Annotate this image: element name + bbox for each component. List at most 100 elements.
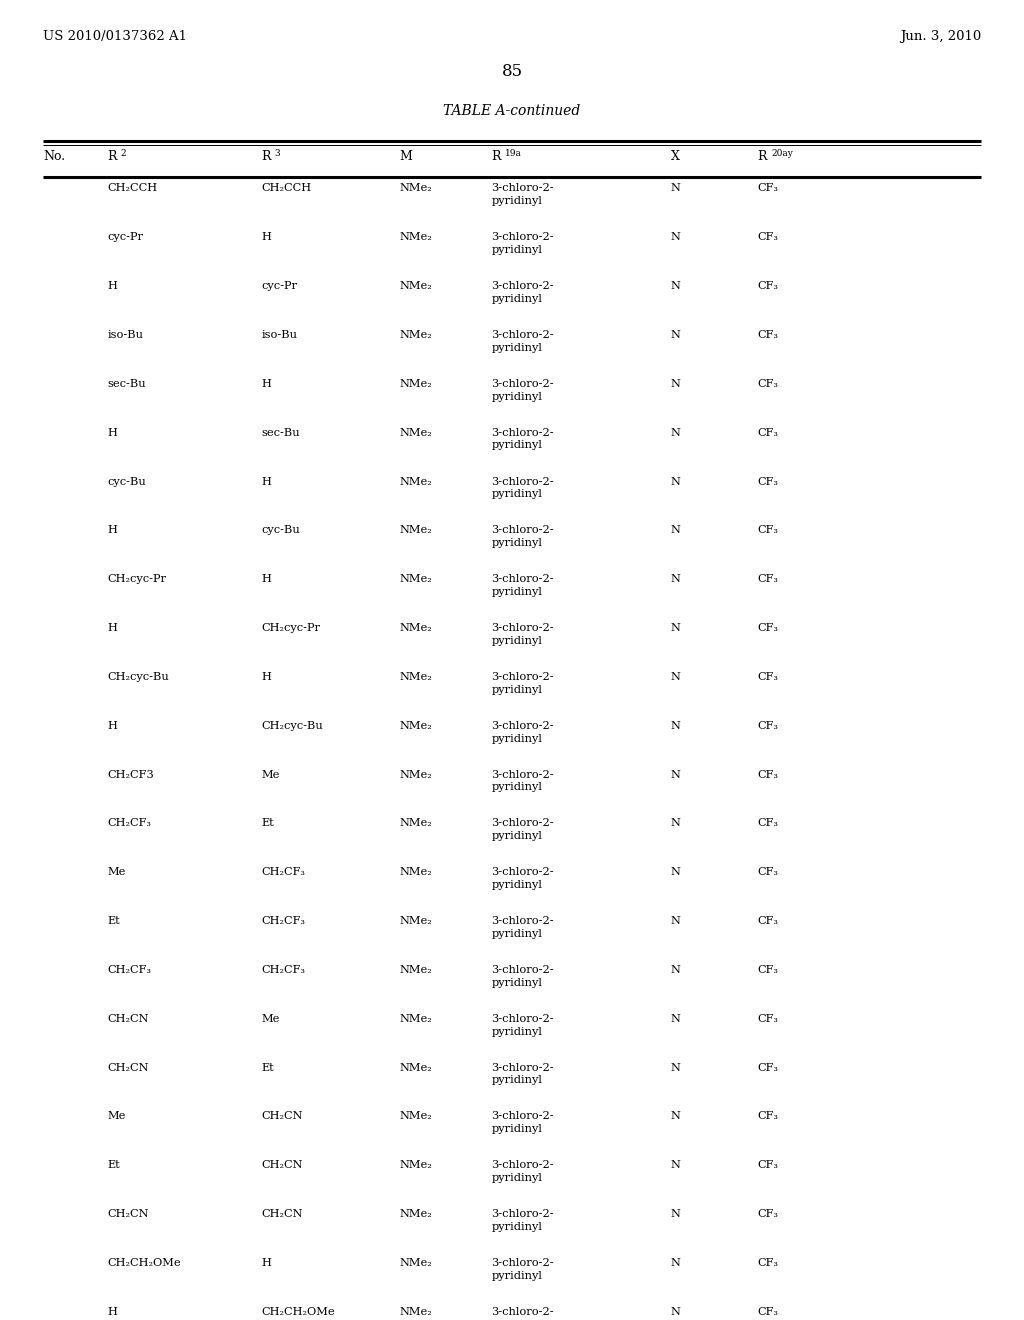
Text: CF₃: CF₃ [758, 525, 779, 536]
Text: Et: Et [108, 916, 120, 927]
Text: NMe₂: NMe₂ [399, 477, 432, 487]
Text: CF₃: CF₃ [758, 183, 779, 194]
Text: N: N [671, 916, 681, 927]
Text: CF₃: CF₃ [758, 574, 779, 585]
Text: CF₃: CF₃ [758, 721, 779, 731]
Text: CH₂cyc-Pr: CH₂cyc-Pr [261, 623, 321, 634]
Text: 3-chloro-2-
pyridinyl: 3-chloro-2- pyridinyl [492, 672, 554, 694]
Text: 3-chloro-2-
pyridinyl: 3-chloro-2- pyridinyl [492, 916, 554, 939]
Text: NMe₂: NMe₂ [399, 183, 432, 194]
Text: CH₂CCH: CH₂CCH [261, 183, 311, 194]
Text: Et: Et [261, 818, 273, 829]
Text: sec-Bu: sec-Bu [108, 379, 146, 389]
Text: 3-chloro-2-
pyridinyl: 3-chloro-2- pyridinyl [492, 721, 554, 743]
Text: CF₃: CF₃ [758, 1111, 779, 1122]
Text: CF₃: CF₃ [758, 770, 779, 780]
Text: US 2010/0137362 A1: US 2010/0137362 A1 [43, 30, 187, 44]
Text: N: N [671, 965, 681, 975]
Text: CF₃: CF₃ [758, 916, 779, 927]
Text: 20ay: 20ay [771, 149, 793, 158]
Text: 3-chloro-2-
pyridinyl: 3-chloro-2- pyridinyl [492, 232, 554, 255]
Text: 3-chloro-2-
pyridinyl: 3-chloro-2- pyridinyl [492, 818, 554, 841]
Text: 3-chloro-2-
pyridinyl: 3-chloro-2- pyridinyl [492, 1307, 554, 1320]
Text: H: H [108, 1307, 118, 1317]
Text: CF₃: CF₃ [758, 867, 779, 878]
Text: N: N [671, 721, 681, 731]
Text: NMe₂: NMe₂ [399, 232, 432, 243]
Text: 3-chloro-2-
pyridinyl: 3-chloro-2- pyridinyl [492, 428, 554, 450]
Text: NMe₂: NMe₂ [399, 965, 432, 975]
Text: CF₃: CF₃ [758, 1258, 779, 1269]
Text: R: R [261, 150, 270, 164]
Text: N: N [671, 330, 681, 341]
Text: N: N [671, 379, 681, 389]
Text: CH₂CF₃: CH₂CF₃ [108, 818, 152, 829]
Text: N: N [671, 770, 681, 780]
Text: CH₂CN: CH₂CN [261, 1209, 303, 1220]
Text: cyc-Bu: cyc-Bu [108, 477, 146, 487]
Text: CF₃: CF₃ [758, 623, 779, 634]
Text: Me: Me [261, 770, 280, 780]
Text: N: N [671, 525, 681, 536]
Text: CH₂CN: CH₂CN [108, 1014, 150, 1024]
Text: 3-chloro-2-
pyridinyl: 3-chloro-2- pyridinyl [492, 623, 554, 645]
Text: N: N [671, 477, 681, 487]
Text: H: H [108, 525, 118, 536]
Text: CH₂CF3: CH₂CF3 [108, 770, 155, 780]
Text: CH₂CH₂OMe: CH₂CH₂OMe [108, 1258, 181, 1269]
Text: 3-chloro-2-
pyridinyl: 3-chloro-2- pyridinyl [492, 867, 554, 890]
Text: CH₂CN: CH₂CN [108, 1063, 150, 1073]
Text: NMe₂: NMe₂ [399, 770, 432, 780]
Text: CF₃: CF₃ [758, 330, 779, 341]
Text: CH₂cyc-Bu: CH₂cyc-Bu [108, 672, 169, 682]
Text: NMe₂: NMe₂ [399, 1307, 432, 1317]
Text: 3-chloro-2-
pyridinyl: 3-chloro-2- pyridinyl [492, 183, 554, 206]
Text: R: R [108, 150, 117, 164]
Text: H: H [261, 379, 271, 389]
Text: cyc-Pr: cyc-Pr [108, 232, 143, 243]
Text: H: H [108, 281, 118, 292]
Text: 19a: 19a [505, 149, 521, 158]
Text: iso-Bu: iso-Bu [261, 330, 297, 341]
Text: Me: Me [108, 1111, 126, 1122]
Text: No.: No. [43, 150, 66, 164]
Text: CF₃: CF₃ [758, 818, 779, 829]
Text: CH₂CF₃: CH₂CF₃ [261, 867, 305, 878]
Text: NMe₂: NMe₂ [399, 330, 432, 341]
Text: 85: 85 [502, 63, 522, 81]
Text: NMe₂: NMe₂ [399, 867, 432, 878]
Text: TABLE A-continued: TABLE A-continued [443, 104, 581, 119]
Text: H: H [261, 672, 271, 682]
Text: H: H [108, 721, 118, 731]
Text: 2: 2 [121, 149, 126, 158]
Text: X: X [671, 150, 680, 164]
Text: N: N [671, 672, 681, 682]
Text: N: N [671, 1160, 681, 1171]
Text: CH₂CF₃: CH₂CF₃ [261, 965, 305, 975]
Text: M: M [399, 150, 413, 164]
Text: CH₂CN: CH₂CN [108, 1209, 150, 1220]
Text: CF₃: CF₃ [758, 379, 779, 389]
Text: NMe₂: NMe₂ [399, 721, 432, 731]
Text: CF₃: CF₃ [758, 672, 779, 682]
Text: 3-chloro-2-
pyridinyl: 3-chloro-2- pyridinyl [492, 1111, 554, 1134]
Text: N: N [671, 818, 681, 829]
Text: 3-chloro-2-
pyridinyl: 3-chloro-2- pyridinyl [492, 477, 554, 499]
Text: CF₃: CF₃ [758, 965, 779, 975]
Text: 3-chloro-2-
pyridinyl: 3-chloro-2- pyridinyl [492, 574, 554, 597]
Text: CH₂CH₂OMe: CH₂CH₂OMe [261, 1307, 335, 1317]
Text: CF₃: CF₃ [758, 232, 779, 243]
Text: NMe₂: NMe₂ [399, 379, 432, 389]
Text: CF₃: CF₃ [758, 281, 779, 292]
Text: N: N [671, 1111, 681, 1122]
Text: NMe₂: NMe₂ [399, 623, 432, 634]
Text: NMe₂: NMe₂ [399, 1209, 432, 1220]
Text: Jun. 3, 2010: Jun. 3, 2010 [900, 30, 981, 44]
Text: N: N [671, 574, 681, 585]
Text: 3: 3 [274, 149, 280, 158]
Text: NMe₂: NMe₂ [399, 1063, 432, 1073]
Text: sec-Bu: sec-Bu [261, 428, 300, 438]
Text: cyc-Pr: cyc-Pr [261, 281, 297, 292]
Text: Et: Et [261, 1063, 273, 1073]
Text: H: H [261, 1258, 271, 1269]
